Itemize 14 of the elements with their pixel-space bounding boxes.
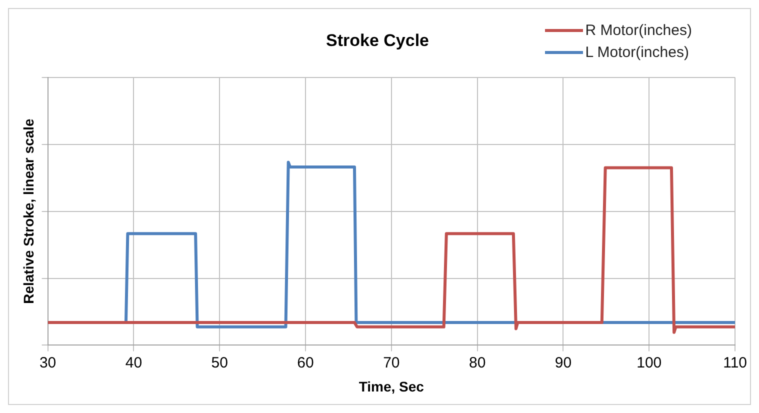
x-tick-label: 70 bbox=[383, 354, 400, 372]
x-tick-label: 110 bbox=[723, 354, 748, 372]
x-tick-label: 80 bbox=[468, 354, 486, 372]
x-tick-label: 40 bbox=[125, 354, 142, 372]
legend-label: L Motor(inches) bbox=[585, 44, 689, 60]
y-axis-title: Relative Stroke, linear scale bbox=[20, 118, 36, 304]
x-tick-label: 90 bbox=[554, 354, 572, 372]
x-tick-label: 50 bbox=[211, 354, 228, 372]
legend-label: R Motor(inches) bbox=[585, 22, 692, 38]
x-tick-label: 100 bbox=[636, 354, 662, 372]
x-axis-title: Time, Sec bbox=[358, 378, 424, 394]
chart-title: Stroke Cycle bbox=[326, 30, 429, 50]
x-tick-label: 30 bbox=[39, 354, 56, 372]
x-tick-label: 60 bbox=[297, 354, 314, 372]
